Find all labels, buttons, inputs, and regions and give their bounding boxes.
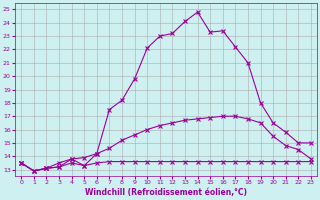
X-axis label: Windchill (Refroidissement éolien,°C): Windchill (Refroidissement éolien,°C) (85, 188, 247, 197)
